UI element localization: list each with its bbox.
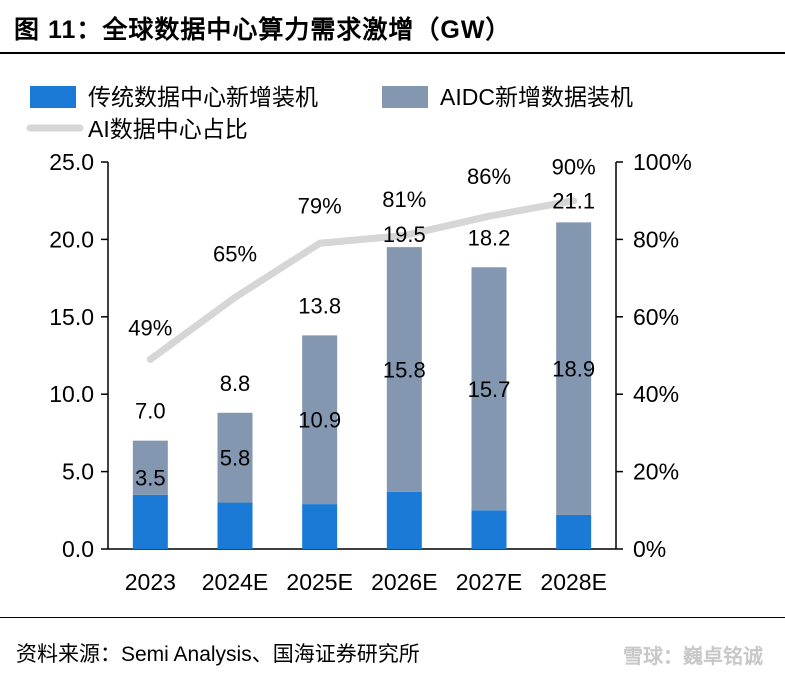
legend: 传统数据中心新增装机 AIDC新增数据装机 AI数据中心占比 bbox=[26, 84, 633, 142]
figure-title: 图 11：全球数据中心算力需求激增（GW） bbox=[14, 16, 512, 44]
bar-aidc bbox=[386, 247, 422, 492]
legend-label-traditional: 传统数据中心新增装机 bbox=[88, 84, 318, 110]
bar-total-label: 8.8 bbox=[220, 371, 251, 396]
bar-total-label: 19.5 bbox=[383, 222, 426, 247]
left-tick-label: 5.0 bbox=[62, 459, 94, 485]
bar-aidc bbox=[302, 335, 338, 505]
axes: 0.0 5.0 10.0 15.0 20.0 25.0 0% 20% 40% 60% 80% 100%… bbox=[49, 149, 692, 595]
share-label: 81% bbox=[382, 187, 426, 212]
right-tick-label: 80% bbox=[633, 226, 679, 252]
right-tick-label: 0% bbox=[633, 536, 666, 562]
bar-inner-label: 15.7 bbox=[468, 377, 511, 402]
x-tick-label: 2027E bbox=[456, 569, 523, 595]
bar-total-label: 21.1 bbox=[552, 188, 595, 213]
share-label: 90% bbox=[552, 154, 596, 179]
bar-traditional bbox=[132, 494, 168, 549]
x-tick-label: 2024E bbox=[202, 569, 269, 595]
bar-inner-label: 3.5 bbox=[135, 466, 166, 491]
legend-swatch-aidc bbox=[382, 86, 428, 108]
bar-inner-label: 5.8 bbox=[220, 446, 251, 471]
footer-watermark: 雪球：巍卓铭诚 bbox=[623, 646, 763, 668]
bar-aidc bbox=[556, 222, 592, 515]
right-tick-label: 20% bbox=[633, 459, 679, 485]
right-tick-label: 100% bbox=[633, 149, 692, 175]
x-tick-label: 2025E bbox=[286, 569, 353, 595]
right-tick-label: 60% bbox=[633, 304, 679, 330]
bar-traditional bbox=[556, 514, 592, 549]
bar-aidc bbox=[471, 267, 507, 511]
left-tick-label: 0.0 bbox=[62, 536, 94, 562]
left-tick-label: 15.0 bbox=[49, 304, 94, 330]
bar-traditional bbox=[217, 502, 253, 549]
left-tick-label: 25.0 bbox=[49, 149, 94, 175]
title-rule bbox=[0, 52, 785, 54]
bar-inner-label: 18.9 bbox=[552, 357, 595, 382]
bar-aidc bbox=[217, 412, 253, 503]
bar-traditional bbox=[386, 491, 422, 549]
source-note: 资料来源：Semi Analysis、国海证券研究所 bbox=[16, 643, 420, 666]
ai-share-line-group bbox=[146, 197, 578, 363]
x-tick-label: 2023 bbox=[125, 569, 176, 595]
bar-aidc bbox=[132, 440, 168, 495]
left-tick-label: 20.0 bbox=[49, 226, 94, 252]
bar-total-label: 7.0 bbox=[135, 399, 166, 424]
bars bbox=[132, 222, 592, 549]
share-label: 79% bbox=[298, 193, 342, 218]
bar-traditional bbox=[302, 504, 338, 549]
x-tick-label: 2026E bbox=[371, 569, 438, 595]
legend-label-share: AI数据中心占比 bbox=[88, 116, 248, 142]
share-label: 65% bbox=[213, 241, 257, 266]
source-rule bbox=[0, 617, 785, 618]
data-labels: 3.5 5.8 10.9 15.8 15.7 18.9 7.0 8.8 13.8 19.5 18.2… bbox=[128, 154, 595, 490]
left-tick-label: 10.0 bbox=[49, 381, 94, 407]
share-label: 49% bbox=[128, 315, 172, 340]
bar-total-label: 18.2 bbox=[468, 225, 511, 250]
bar-traditional bbox=[471, 510, 507, 549]
share-label: 86% bbox=[467, 164, 511, 189]
legend-swatch-traditional bbox=[30, 86, 76, 108]
ai-share-line bbox=[146, 197, 578, 363]
bar-total-label: 13.8 bbox=[298, 293, 341, 318]
right-tick-label: 40% bbox=[633, 381, 679, 407]
bar-inner-label: 10.9 bbox=[298, 408, 341, 433]
x-tick-label: 2028E bbox=[540, 569, 607, 595]
bar-inner-label: 15.8 bbox=[383, 357, 426, 382]
legend-label-aidc: AIDC新增数据装机 bbox=[440, 84, 633, 110]
